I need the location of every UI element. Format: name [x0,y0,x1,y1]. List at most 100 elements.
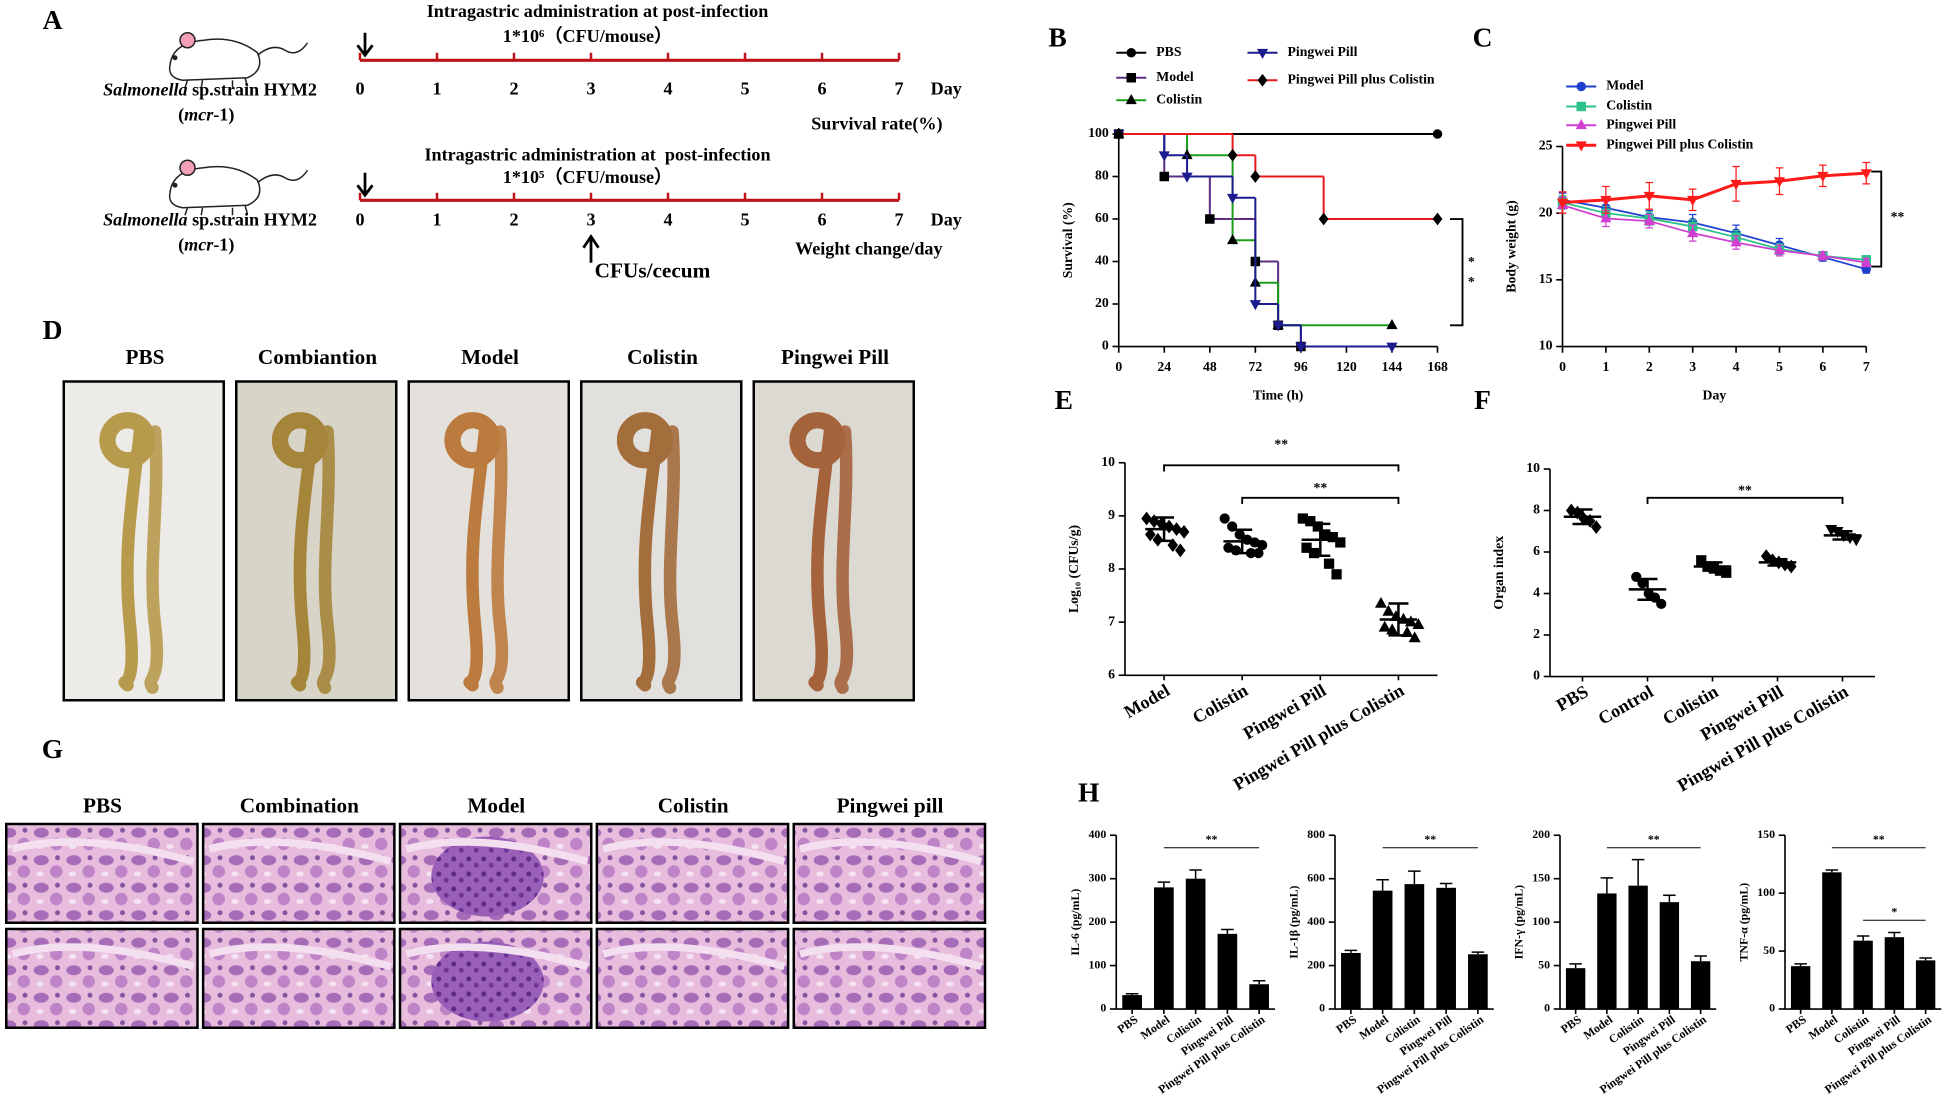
day-unit: Day [931,78,962,98]
error-bar [1694,955,1707,962]
marker [1113,127,1124,141]
gut-strand [144,425,164,694]
y-axis-label: Log₁₀ (CFUs/g) [1066,525,1082,613]
gut-strand [635,425,664,692]
marker [1175,543,1186,558]
marker [1404,615,1417,627]
gene-part: ( [178,105,184,126]
error-bar [1376,879,1389,891]
lymphoid-follicle [431,941,544,1022]
error-bar [1825,869,1839,873]
marker [1323,558,1335,569]
marker [1773,177,1786,188]
significance-label: ** [1274,436,1288,451]
marker [1295,342,1307,353]
day-label: 1 [432,78,441,98]
marker [1145,527,1156,542]
y-tick-label: 25 [1539,138,1553,153]
marker [1817,171,1829,183]
error-bar [1663,894,1676,903]
tissue-fold [11,943,195,971]
x-tick-label: Model [1120,680,1173,722]
marker [1656,598,1667,609]
y-tick-label: 200 [1532,827,1550,841]
significance-bracket [1871,170,1883,268]
significance-label: ** [1313,480,1327,495]
marker [1382,604,1395,616]
y-tick-label: 10 [1101,454,1115,469]
y-tick-label: 0 [1533,668,1540,683]
gut-strand [808,425,837,692]
mouse-eye [172,182,178,188]
marker [1575,141,1587,152]
marker [1219,513,1230,524]
marker [1730,236,1742,247]
error-bar [1310,522,1331,557]
y-tick-label: 100 [1532,914,1550,928]
histology-label: PBS [83,794,122,818]
histology-image [595,822,790,924]
mouse-tail [257,42,309,56]
x-tick-label: 0 [1115,359,1122,374]
gut-coil [789,412,846,469]
gene: (mcr-1) [178,235,234,256]
bar [1372,890,1393,1009]
y-tick-label: 600 [1307,870,1325,884]
y-tick-label: 200 [1088,914,1106,928]
y-tick-label: 2 [1533,626,1540,641]
y-axis-label: IL-6 (pg/mL) [1068,889,1082,956]
legend-label: Model [1156,69,1194,84]
tissue-fold [208,943,392,971]
x-axis-label: Time (h) [1253,388,1304,404]
y-tick-label: 4 [1533,585,1540,600]
readout: Weight change/day [795,238,942,258]
bar [1790,966,1811,1009]
marker [1721,567,1732,578]
error-bar [1439,882,1453,888]
day-unit: Day [931,210,962,230]
bar [1853,940,1873,1009]
marker [1226,234,1239,245]
y-tick-label: 0 [1102,338,1109,353]
strain: Salmonella sp.strain HYM2 [103,210,317,230]
y-tick-label: 20 [1539,204,1553,219]
marker [1432,212,1443,226]
bar [1884,937,1905,1009]
marker [1576,101,1586,112]
y-tick-label: 10 [1539,338,1553,353]
tissue-fold [799,943,983,971]
gut-coil [444,412,501,469]
tissue-fold [405,943,589,971]
bar [1915,960,1936,1009]
gut-strand [489,425,509,694]
day-label: 4 [663,210,672,230]
legend-label: Pingwei Pill plus Colistin [1606,136,1753,151]
x-tick-label: 48 [1203,359,1217,374]
infection-arrow [356,172,374,198]
marker [1408,631,1421,643]
mouse [168,159,309,216]
significance-label: * [1468,254,1475,269]
significance-bracket [1163,464,1400,472]
error-bar [1702,561,1723,572]
y-tick-label: 0 [1769,1001,1775,1015]
mouse-eye [172,55,178,61]
legend-label: PBS [1156,44,1182,59]
panel-letter: F [1474,384,1491,415]
marker [1412,618,1425,630]
marker [1860,169,1872,180]
error-bar [1767,558,1788,567]
error-bar [1154,516,1175,543]
error-bar [1252,980,1266,985]
error-bar [1637,577,1658,601]
marker [1386,342,1398,353]
marker [1308,547,1320,559]
series-line [1562,204,1867,264]
gut-strand [316,425,336,694]
strain-part: sp.strain HYM2 [188,80,317,100]
gene-part: mcr [184,105,214,125]
marker [1600,195,1612,207]
error-bar [1919,957,1932,961]
x-tick-label: 3 [1689,359,1696,374]
marker [1335,537,1346,548]
